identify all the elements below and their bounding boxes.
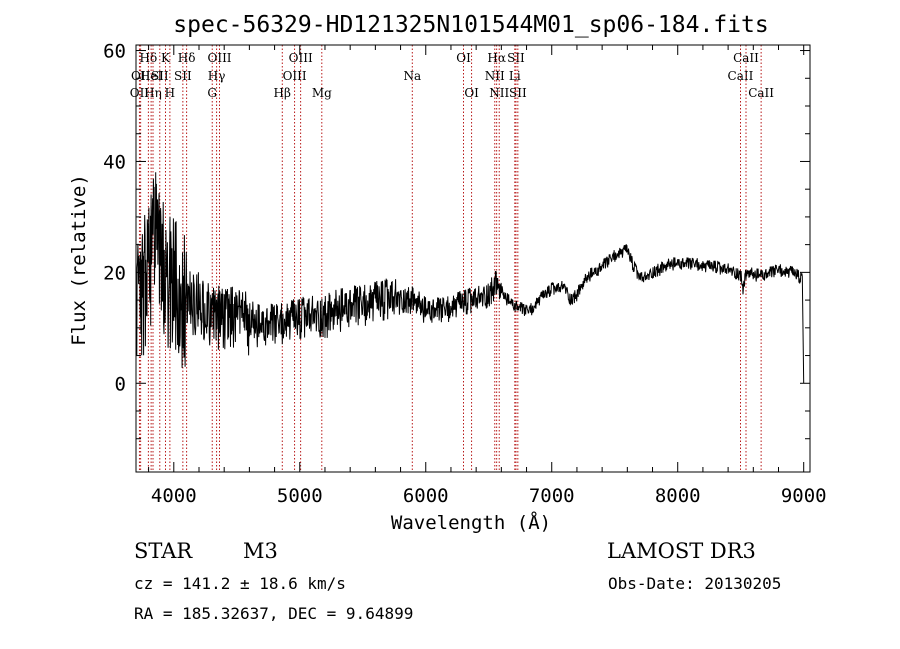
y-tick-label: 20 <box>103 262 126 284</box>
line-marker-label: OIII <box>207 51 231 65</box>
flux-series-line <box>135 172 805 384</box>
line-marker-label: H <box>165 86 175 100</box>
line-marker-label: CaII <box>728 69 754 83</box>
y-axis-label: Flux (relative) <box>68 174 90 346</box>
line-marker-label: CaII <box>748 86 774 100</box>
line-marker-label: OI <box>456 51 471 65</box>
line-marker-label: Hδ <box>178 51 196 65</box>
line-marker-label: G <box>207 86 217 100</box>
line-marker-label: SII <box>174 69 192 83</box>
ra-dec-coordinates: RA = 185.32637, DEC = 9.64899 <box>134 604 414 623</box>
x-tick-label: 4000 <box>151 485 197 507</box>
line-marker-label: Hβ <box>274 86 291 100</box>
line-marker-label: NII <box>485 69 505 83</box>
line-marker-label: Hγ <box>208 69 226 83</box>
line-marker-label: OIII <box>283 69 307 83</box>
object-subclass: M3 <box>243 539 278 563</box>
line-marker-label: Hδ <box>139 51 157 65</box>
line-marker-label: Hη <box>144 86 162 100</box>
line-marker-label: NII <box>489 86 509 100</box>
line-marker-label: SII <box>151 69 169 83</box>
object-class: STAR <box>134 539 193 563</box>
x-axis-label: Wavelength (Å) <box>391 511 551 534</box>
line-marker-label: OII <box>130 86 150 100</box>
line-marker-label: HeI <box>140 69 163 83</box>
x-tick-label: 6000 <box>403 485 449 507</box>
line-marker-label: SII <box>507 51 525 65</box>
line-marker-label: SII <box>509 86 527 100</box>
spectral-line-markers: OIIOIIHδHeIHηSIIKHSIIHδGHγOIIIHβOIIIOIII… <box>130 45 774 472</box>
line-marker-label: OI <box>464 86 479 100</box>
x-tick-label: 9000 <box>781 485 827 507</box>
line-marker-label: Na <box>403 69 421 83</box>
y-tick-label: 40 <box>103 151 126 173</box>
axis-ticks: 4000 5000 6000 7000 8000 9000 0 20 40 60 <box>103 41 826 507</box>
line-marker-label: Hα <box>487 51 506 65</box>
x-tick-label: 8000 <box>655 485 701 507</box>
survey-name: LAMOST DR3 <box>607 539 756 563</box>
line-marker-label: OIII <box>289 51 313 65</box>
line-marker-label: Mg <box>312 86 332 100</box>
x-tick-label: 5000 <box>277 485 323 507</box>
redshift-cz: cz = 141.2 ± 18.6 km/s <box>134 574 346 593</box>
plot-frame <box>135 44 811 473</box>
chart-title: spec-56329-HD121325N101544M01_sp06-184.f… <box>173 12 768 38</box>
line-marker-label: Li <box>509 69 521 83</box>
y-tick-label: 60 <box>103 41 126 63</box>
x-tick-label: 7000 <box>529 485 575 507</box>
observation-date: Obs-Date: 20130205 <box>608 574 782 593</box>
y-tick-label: 0 <box>115 373 126 395</box>
line-marker-label: K <box>161 51 171 65</box>
line-marker-label: CaII <box>733 51 759 65</box>
